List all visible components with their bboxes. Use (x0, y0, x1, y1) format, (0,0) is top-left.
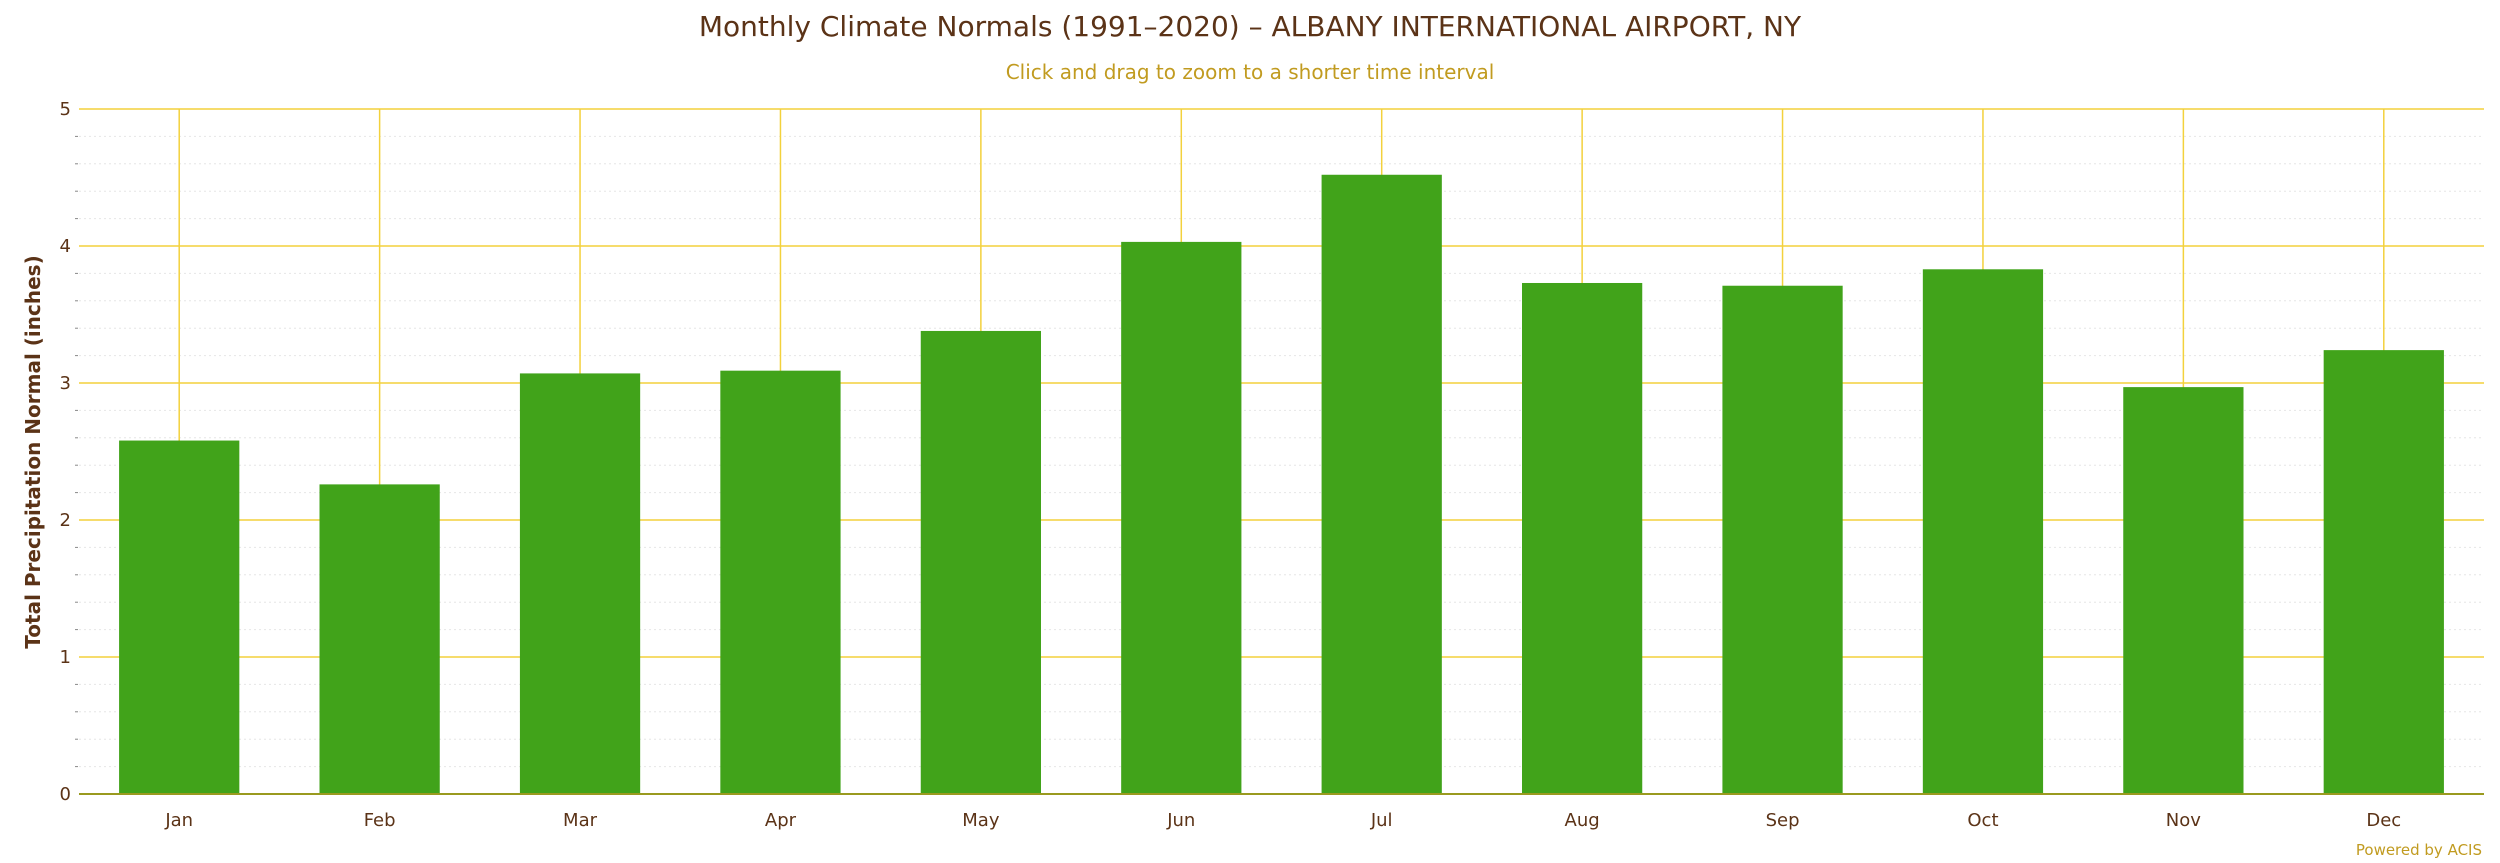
y-tick-label: 0 (60, 784, 71, 805)
y-tick-label: 2 (60, 510, 71, 531)
chart-title: Monthly Climate Normals (1991–2020) – AL… (699, 10, 1802, 43)
x-tick-label: May (962, 810, 1000, 831)
bar-sep[interactable] (1722, 285, 1843, 794)
bar-oct[interactable] (1922, 269, 2044, 794)
y-tick-label: 5 (60, 99, 71, 120)
x-tick-label: Apr (765, 810, 797, 831)
x-tick-label: Dec (2366, 810, 2401, 831)
bar-series (119, 174, 2444, 794)
y-axis-ticks: 0 1 2 3 4 5 (60, 99, 71, 805)
x-tick-label: Aug (1565, 810, 1600, 831)
x-axis-ticks: Jan Feb Mar Apr May Jun Jul Aug Sep Oct Nov Dec (164, 810, 2401, 831)
bar-aug[interactable] (1522, 282, 1643, 794)
minor-gridlines (75, 135, 2484, 768)
x-tick-label: Jan (164, 810, 193, 831)
bar-may[interactable] (920, 330, 1041, 794)
major-gridlines (79, 108, 2484, 658)
chart-subtitle: Click and drag to zoom to a shorter time… (1006, 60, 1495, 84)
x-tick-label: Jul (1370, 810, 1393, 831)
credits-link[interactable]: Powered by ACIS (2356, 841, 2482, 859)
bar-nov[interactable] (2123, 387, 2244, 794)
y-tick-label: 4 (60, 236, 71, 257)
bar-dec[interactable] (2323, 350, 2444, 794)
bar-jun[interactable] (1121, 241, 1242, 794)
bar-feb[interactable] (319, 484, 440, 794)
x-tick-label: Feb (364, 810, 396, 831)
x-tick-label: Mar (563, 810, 598, 831)
y-tick-label: 1 (60, 647, 71, 668)
bar-apr[interactable] (720, 370, 841, 794)
y-axis-label: Total Precipitation Normal (inches) (21, 255, 45, 648)
bar-jul[interactable] (1321, 174, 1442, 794)
y-tick-label: 3 (60, 373, 71, 394)
bar-mar[interactable] (519, 373, 641, 794)
x-tick-label: Sep (1766, 810, 1800, 831)
x-tick-label: Jun (1166, 810, 1195, 831)
x-tick-label: Oct (1967, 810, 1998, 831)
x-tick-label: Nov (2166, 810, 2201, 831)
bar-jan[interactable] (119, 440, 240, 794)
x-gridlines (178, 109, 2385, 794)
